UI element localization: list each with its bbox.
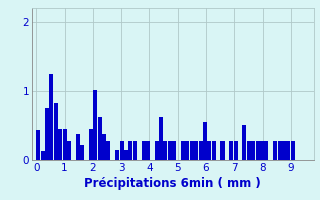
- Bar: [212, 141, 216, 160]
- Bar: [58, 129, 62, 160]
- Bar: [207, 141, 212, 160]
- Bar: [251, 141, 255, 160]
- Bar: [198, 141, 203, 160]
- Bar: [93, 90, 97, 160]
- Bar: [63, 129, 67, 160]
- X-axis label: Précipitations 6min ( mm ): Précipitations 6min ( mm ): [84, 177, 261, 190]
- Bar: [155, 141, 159, 160]
- Bar: [256, 141, 260, 160]
- Bar: [36, 130, 40, 160]
- Bar: [277, 141, 282, 160]
- Bar: [41, 151, 45, 160]
- Bar: [67, 141, 71, 160]
- Bar: [102, 134, 106, 160]
- Bar: [98, 117, 102, 160]
- Bar: [172, 141, 176, 160]
- Bar: [146, 141, 150, 160]
- Bar: [229, 141, 233, 160]
- Bar: [203, 122, 207, 160]
- Bar: [54, 103, 58, 160]
- Bar: [243, 125, 246, 160]
- Bar: [234, 141, 238, 160]
- Bar: [107, 141, 110, 160]
- Bar: [128, 141, 132, 160]
- Bar: [115, 150, 119, 160]
- Bar: [141, 141, 146, 160]
- Bar: [220, 141, 225, 160]
- Bar: [286, 141, 290, 160]
- Bar: [45, 108, 49, 160]
- Bar: [181, 141, 185, 160]
- Bar: [264, 141, 268, 160]
- Bar: [282, 141, 286, 160]
- Bar: [260, 141, 264, 160]
- Bar: [190, 141, 194, 160]
- Bar: [291, 141, 295, 160]
- Bar: [120, 141, 124, 160]
- Bar: [80, 145, 84, 160]
- Bar: [273, 141, 277, 160]
- Bar: [49, 74, 53, 160]
- Bar: [185, 141, 189, 160]
- Bar: [133, 141, 137, 160]
- Bar: [76, 134, 80, 160]
- Bar: [124, 150, 128, 160]
- Bar: [194, 141, 198, 160]
- Bar: [164, 141, 167, 160]
- Bar: [168, 141, 172, 160]
- Bar: [89, 129, 93, 160]
- Bar: [247, 141, 251, 160]
- Bar: [159, 117, 163, 160]
